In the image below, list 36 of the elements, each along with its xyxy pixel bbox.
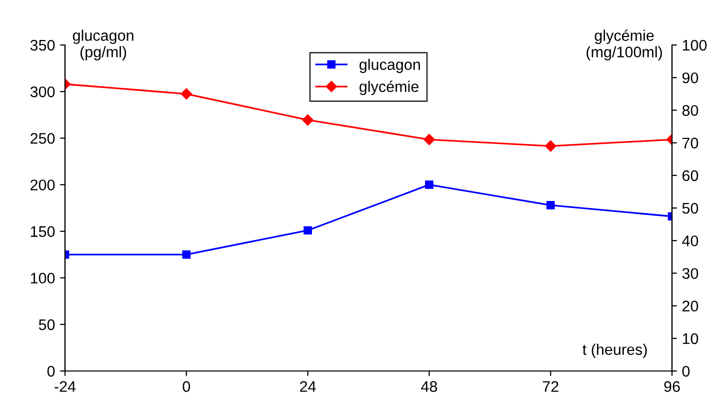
y-tick-label: 300 xyxy=(30,86,55,98)
x-tick-label: 48 xyxy=(421,381,438,392)
x-axis-title: t (heures) xyxy=(582,344,647,358)
legend-label: glycémie xyxy=(360,80,418,96)
point xyxy=(304,226,312,235)
y-tick-label: 150 xyxy=(30,226,55,237)
y2-axis-title: glycémie (mg/100ml) xyxy=(586,30,662,60)
x-tick-label: 72 xyxy=(542,381,558,392)
y2-tick-label: 100 xyxy=(682,40,707,51)
point xyxy=(424,134,435,146)
point xyxy=(302,114,314,126)
point xyxy=(546,201,555,210)
y-axis-title: glucagon (pg/ml) xyxy=(72,30,134,60)
x-tick-label: 96 xyxy=(664,381,680,392)
y2-tick-label: 30 xyxy=(682,268,698,279)
y2-tick-label: 0 xyxy=(682,366,690,377)
y2-tick-label: 80 xyxy=(682,105,698,116)
y2-tick-label: 40 xyxy=(682,235,698,246)
y2-tick-label: 10 xyxy=(682,333,698,344)
y2-tick-label: 60 xyxy=(682,170,698,182)
x-tick-label: -24 xyxy=(54,381,76,392)
y2-tick-label: 90 xyxy=(682,72,698,84)
legend-label: glucagon xyxy=(360,58,420,73)
y2-tick-label: 70 xyxy=(682,138,698,148)
point xyxy=(425,180,434,189)
y-tick-label: 50 xyxy=(38,319,55,330)
y-tick-label: 350 xyxy=(30,40,55,51)
y-tick-label: 0 xyxy=(47,366,55,377)
y2-tick-label: 20 xyxy=(682,300,698,312)
x-tick-label: 24 xyxy=(300,381,316,392)
y2-tick-label: 50 xyxy=(682,202,698,214)
y-tick-label: 250 xyxy=(30,133,55,144)
y-tick-label: 200 xyxy=(30,180,55,190)
y-tick-label: 100 xyxy=(30,272,55,284)
point xyxy=(182,250,191,259)
x-tick-label: 0 xyxy=(182,381,190,392)
